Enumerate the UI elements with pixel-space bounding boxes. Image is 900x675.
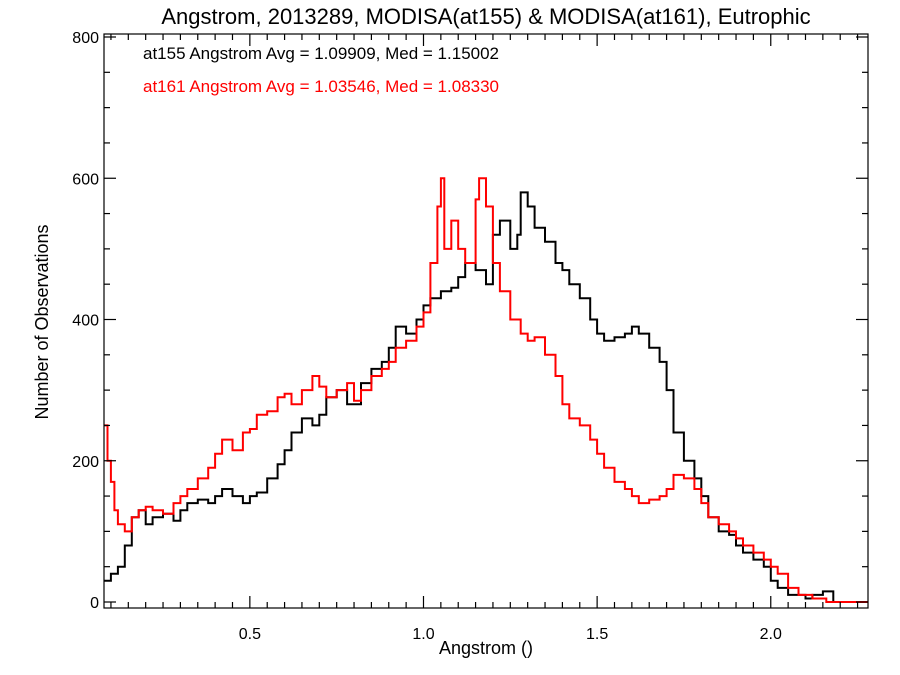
x-tick-label: 1.0 [412, 626, 434, 643]
plot-frame [103, 33, 869, 609]
x-tick-label: 0.5 [239, 626, 261, 643]
y-tick-label: 0 [90, 595, 99, 612]
annotation-at155: at155 Angstrom Avg = 1.09909, Med = 1.15… [143, 44, 499, 63]
chart-title: Angstrom, 2013289, MODISA(at155) & MODIS… [161, 4, 810, 29]
y-tick-label: 200 [72, 454, 99, 471]
x-tick-label: 1.5 [586, 626, 608, 643]
x-axis-label: Angstrom () [439, 638, 533, 658]
y-tick-label: 600 [72, 171, 99, 188]
series-layer [104, 177, 868, 603]
series-1-line [104, 177, 868, 603]
y-axis-label: Number of Observations [32, 224, 52, 419]
annotation-at161: at161 Angstrom Avg = 1.03546, Med = 1.08… [143, 77, 499, 96]
ticks-layer: 0.5 1.0 1.5 2.0 0 200 400 600 800 [72, 30, 868, 643]
series-0-line [104, 191, 868, 603]
x-tick-label: 2.0 [760, 626, 782, 643]
y-tick-label: 400 [72, 313, 99, 330]
y-tick-label: 800 [72, 30, 99, 47]
